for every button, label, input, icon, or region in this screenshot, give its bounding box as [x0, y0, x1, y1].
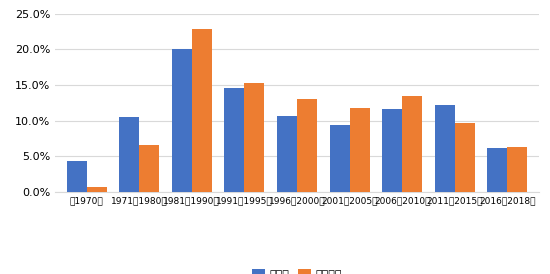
Bar [350, 108, 370, 192]
Bar [329, 125, 350, 192]
Bar [297, 99, 317, 192]
Bar [119, 117, 139, 192]
Bar [382, 109, 402, 192]
Bar [277, 116, 297, 192]
Bar [86, 187, 107, 192]
Bar [435, 105, 455, 192]
Bar [402, 96, 422, 192]
Bar [172, 49, 192, 192]
Bar [244, 83, 265, 192]
Bar [139, 145, 159, 192]
Bar [487, 148, 508, 192]
Bar [192, 29, 212, 192]
Bar [67, 161, 86, 192]
Bar [455, 123, 475, 192]
Bar [508, 147, 527, 192]
Legend: 埼玉県, 春日部市: 埼玉県, 春日部市 [247, 265, 347, 274]
Bar [224, 88, 244, 192]
